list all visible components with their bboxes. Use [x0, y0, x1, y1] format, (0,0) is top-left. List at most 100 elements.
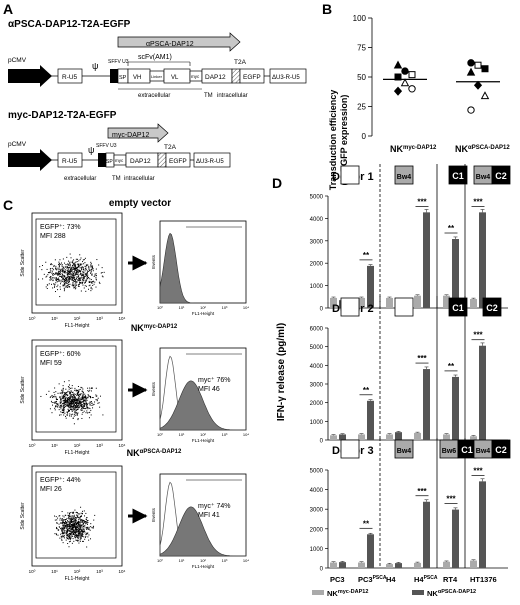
scatter-dot [86, 521, 88, 523]
scatter-dot [51, 394, 53, 396]
scatter-dot [58, 265, 60, 267]
scatter-dot [69, 401, 71, 403]
scatter-dot [75, 530, 77, 532]
scatter-dot [70, 401, 72, 403]
scatter-dot [59, 515, 61, 517]
scatter-dot [60, 279, 62, 281]
scatter-dot [73, 400, 75, 402]
scatter-dot [66, 414, 68, 416]
scatter-dot [59, 392, 61, 394]
scatter-dot [74, 523, 76, 525]
scatter-dot [67, 281, 69, 283]
scatter-dot [92, 404, 94, 406]
scatter-dot [69, 527, 71, 529]
scatter-dot [83, 403, 85, 405]
scatter-dot [79, 274, 81, 276]
scatter-dot [68, 518, 70, 520]
scatter-dot [83, 529, 85, 531]
scatter-dot [71, 398, 73, 400]
scatter-dot [75, 399, 77, 401]
scatter-dot [61, 530, 63, 532]
dot-plot-tick: 10¹ [51, 316, 58, 321]
scatter-dot [69, 530, 71, 532]
scatter-dot [90, 265, 92, 267]
scatter-dot [64, 395, 66, 397]
scatter-dot [74, 280, 76, 282]
scatter-dot [82, 390, 84, 392]
scatter-dot [60, 408, 62, 410]
scatter-dot [71, 520, 73, 522]
scatter-dot [66, 522, 68, 524]
scatter-dot [79, 282, 81, 284]
scatter-dot [63, 391, 65, 393]
scatter-dot [94, 274, 96, 276]
bar [386, 564, 393, 568]
scatter-dot [61, 519, 63, 521]
scatter-dot [67, 397, 69, 399]
scatter-dot [81, 533, 83, 535]
scatter-dot [68, 278, 70, 280]
panel-b-point [467, 59, 475, 67]
scatter-dot [87, 532, 89, 534]
scatter-dot [87, 278, 89, 280]
scatter-dot [81, 404, 83, 406]
scatter-dot [70, 518, 72, 520]
scatter-dot [84, 275, 86, 277]
scatter-dot [78, 398, 80, 400]
scatter-dot [74, 406, 76, 408]
scatter-dot [67, 276, 69, 278]
scatter-dot [53, 264, 55, 266]
scatter-dot [75, 270, 77, 272]
scatter-dot [73, 277, 75, 279]
scatter-dot [73, 396, 75, 398]
scatter-dot [62, 533, 64, 535]
scatter-dot [67, 271, 69, 273]
scatter-dot [67, 260, 69, 262]
scatter-dot [85, 535, 87, 537]
scatter-dot [95, 276, 97, 278]
scatter-dot [66, 391, 68, 393]
scatter-dot [61, 411, 63, 413]
scatter-dot [70, 275, 72, 277]
scatter-dot [73, 266, 75, 268]
scatter-dot [86, 517, 88, 519]
scatter-dot [61, 528, 63, 530]
scatter-dot [80, 267, 82, 269]
scatter-dot [67, 397, 69, 399]
scatter-dot [67, 401, 69, 403]
myc-label-1: myc [191, 74, 200, 79]
scatter-dot [78, 528, 80, 530]
scatter-dot [60, 411, 62, 413]
scatter-dot [62, 542, 64, 544]
scatter-dot [75, 514, 77, 516]
scatter-dot [63, 409, 65, 411]
histogram-label-2: MFI 46 [198, 386, 220, 393]
scatter-dot [59, 537, 61, 539]
scatter-dot [77, 408, 79, 410]
scatter-dot [78, 529, 80, 531]
scatter-dot [101, 267, 103, 269]
scatter-dot [60, 404, 62, 406]
scatter-dot [59, 396, 61, 398]
scatter-dot [75, 282, 77, 284]
scatter-dot [73, 276, 75, 278]
scatter-dot [45, 393, 47, 395]
scatter-dot [87, 274, 89, 276]
hla-box [340, 165, 360, 185]
scatter-dot [83, 287, 85, 289]
scatter-dot [78, 389, 80, 391]
scatter-dot [66, 517, 68, 519]
donor-y-tick-label: 0 [320, 307, 324, 313]
linker-label: Linker [151, 74, 163, 79]
scatter-dot [61, 391, 63, 393]
scatter-dot [86, 398, 88, 400]
scatter-dot [60, 399, 62, 401]
scatter-dot [64, 270, 66, 272]
scatter-dot [77, 270, 79, 272]
scatter-dot [77, 272, 79, 274]
scatter-dot [80, 519, 82, 521]
scatter-dot [88, 528, 90, 530]
scatter-dot [93, 519, 95, 521]
scatter-dot [81, 398, 83, 400]
scatter-dot [55, 397, 57, 399]
